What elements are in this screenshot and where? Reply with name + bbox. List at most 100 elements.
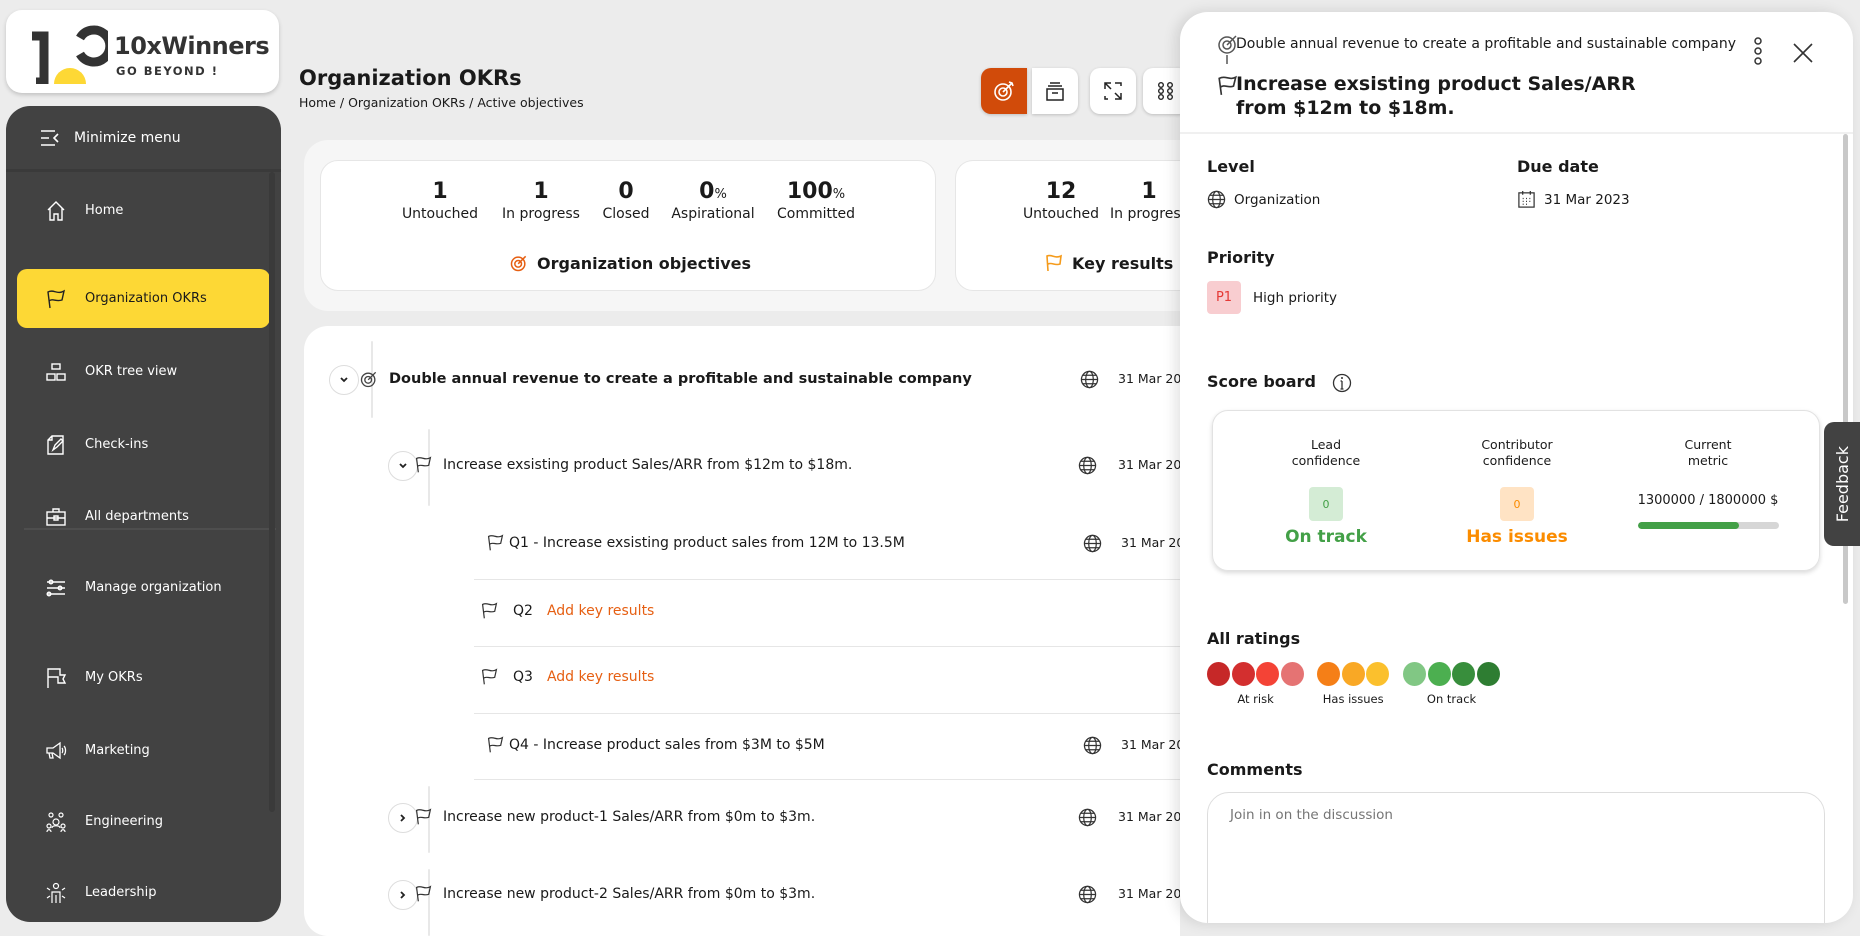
row-title[interactable]: Increase exsisting product Sales/ARR fro… [414,455,852,474]
stat-label: In progress [502,206,580,222]
archive-button[interactable] [1032,68,1078,114]
stat-number: 100 [786,179,833,204]
level-globe [1078,456,1097,475]
comment-input[interactable] [1207,792,1825,923]
more-options-icon[interactable] [1750,36,1766,66]
rating-dot-on-track[interactable] [1403,662,1426,686]
rating-dot-on-track[interactable] [1427,662,1451,686]
sidebar-item-home[interactable]: Home [17,181,270,240]
collapse-button[interactable] [329,365,359,395]
sidebar-item-all-departments[interactable]: All departments [17,487,270,546]
rating-dot-at-risk[interactable] [1231,662,1255,686]
tree-icon [46,362,66,381]
rating-dot-on-track[interactable] [1452,662,1476,686]
rating-dot-at-risk[interactable] [1281,662,1305,686]
lead-confidence-score[interactable]: 0 [1309,487,1343,521]
logo-name: 10xWinners [114,32,270,60]
rating-dot-has-issues[interactable] [1341,662,1365,686]
globe-icon [1083,534,1102,553]
parent-objective[interactable]: Double annual revenue to create a profit… [1236,36,1737,52]
metric-progress-fill [1637,522,1740,529]
add-key-results-link[interactable]: Add key results [546,668,655,685]
sidebar-item-label: All departments [85,509,189,524]
stat-label: Untouched [1022,206,1100,222]
calendar-icon [1518,190,1535,208]
row-title[interactable]: Increase new product-2 Sales/ARR from $0… [414,884,815,903]
row-title[interactable]: Q1 - Increase exsisting product sales fr… [486,533,905,552]
row-text: Q4 - Increase product sales from $3M to … [509,736,825,753]
stat-label: Committed [777,206,855,222]
row-divider [474,713,1180,714]
sidebar-item-organization-okrs[interactable]: Organization OKRs [17,269,270,328]
sidebar-item-engineering[interactable]: Engineering [17,792,270,851]
row-pill[interactable] [428,786,430,853]
archive-icon [1046,82,1064,101]
info-icon[interactable] [1332,373,1352,393]
sidebar-item-leadership[interactable]: Leadership [17,863,270,922]
stat-number: 1 [533,179,549,204]
stat-closed: 0 Closed [602,179,649,222]
stat-untouched: 1 Untouched [402,179,478,222]
expand-button[interactable] [388,880,418,910]
megaphone-icon [46,741,67,759]
sidebar-item-check-ins[interactable]: Check-ins [17,415,270,474]
objectives-view-button[interactable] [981,68,1027,114]
row-due-date: 31 Mar 2023 [1118,457,1180,472]
level-globe [1080,370,1099,389]
row-title[interactable]: Increase new product-1 Sales/ARR from $0… [414,807,815,826]
rating-dot-on-track[interactable] [1477,662,1501,686]
panel-scrollbar[interactable] [1843,134,1848,604]
sidebar-item-label: Home [85,203,124,218]
globe-icon [1207,190,1226,209]
home-icon [47,200,65,221]
logo[interactable]: 10xWinners GO BEYOND ! [6,10,279,93]
sidebar-item-okr-tree-view[interactable]: OKR tree view [17,342,270,401]
level-globe [1083,736,1102,755]
sidebar-item-manage-organization[interactable]: Manage organization [17,558,270,617]
priority-value[interactable]: P1 High priority [1207,281,1337,314]
row-pill[interactable] [428,429,430,506]
expand-button[interactable] [388,803,418,833]
feedback-tab[interactable]: Feedback [1824,422,1860,546]
breadcrumb[interactable]: Home / Organization OKRs / Active object… [299,95,584,110]
collapse-button[interactable] [388,451,418,481]
lead-confidence-label-2: confidence [1291,453,1361,468]
current-metric-value: 1300000 / 1800000 $ [1637,493,1779,508]
globe-icon [1080,370,1099,389]
sidebar-scrollbar[interactable] [269,172,275,812]
priority-label: Priority [1207,248,1275,267]
current-metric-label: Current [1684,437,1732,452]
my-okrs-icon [47,667,67,688]
sidebar-item-label: Manage organization [85,580,222,595]
expand-button[interactable] [1090,68,1136,114]
lead-confidence-status: On track [1285,527,1367,547]
row-text: Increase new product-2 Sales/ARR from $0… [443,885,816,902]
lead-confidence-label: Lead [1310,437,1342,452]
due-date-label: Due date [1517,157,1599,176]
minimize-menu-button[interactable]: Minimize menu [6,106,281,172]
row-title[interactable]: Q4 - Increase product sales from $3M to … [486,735,825,754]
add-key-results-link[interactable]: Add key results [546,602,655,619]
level-globe [1078,808,1097,827]
flag-icon [487,736,504,753]
rating-dot-at-risk[interactable] [1207,662,1230,686]
objectives-stats-card: 1 Untouched 1 In progress 0 Closed 0% Aspiratio… [320,160,936,291]
contributor-confidence-score[interactable]: 0 [1500,487,1534,521]
rating-dot-at-risk[interactable] [1256,662,1280,686]
chevron-right-icon [400,891,406,899]
close-icon[interactable] [1792,42,1814,64]
contributor-confidence-status: Has issues [1466,527,1568,547]
row-title[interactable]: Double annual revenue to create a profit… [359,369,972,389]
okr-detail-panel: Double annual revenue to create a profit… [1180,12,1853,923]
rating-dot-has-issues[interactable] [1317,662,1340,686]
sidebar-item-label: OKR tree view [85,364,178,379]
stat-number: 0 [699,179,715,204]
metric-progress-bar [1637,522,1779,529]
level-value: Organization [1207,190,1320,209]
lead-confidence: Lead confidence 0 On track [1236,437,1416,547]
level-label: Level [1207,157,1255,176]
rating-dot-has-issues[interactable] [1366,662,1390,686]
contributor-confidence: Contributor confidence 0 Has issues [1427,437,1607,547]
sidebar-item-my-okrs[interactable]: My OKRs [17,648,270,707]
sidebar-item-marketing[interactable]: Marketing [17,721,270,780]
